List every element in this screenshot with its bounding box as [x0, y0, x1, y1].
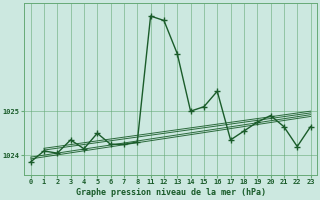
- X-axis label: Graphe pression niveau de la mer (hPa): Graphe pression niveau de la mer (hPa): [76, 188, 266, 197]
